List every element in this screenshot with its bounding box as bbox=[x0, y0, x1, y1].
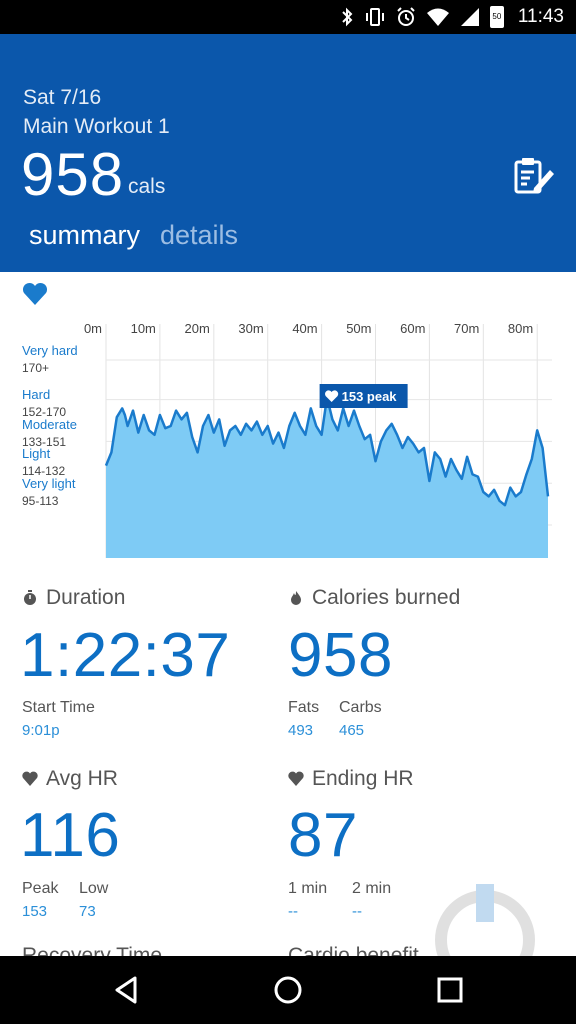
ending-hr-value: 87 bbox=[288, 801, 358, 870]
alarm-icon bbox=[397, 7, 415, 26]
two-min-value: -- bbox=[352, 903, 362, 920]
avg-hr-value: 116 bbox=[20, 801, 121, 870]
zone-name-label: Very hard bbox=[22, 343, 78, 358]
one-min-label: 1 min bbox=[288, 880, 328, 897]
clipboard-edit-icon[interactable] bbox=[512, 156, 556, 196]
avg-hr-label: Avg HR bbox=[46, 767, 118, 790]
zone-range-label: 152-170 bbox=[22, 405, 66, 419]
ending-hr-section: Ending HR bbox=[288, 767, 414, 791]
carbs-label: Carbs bbox=[339, 699, 382, 716]
workout-name: Main Workout 1 bbox=[23, 115, 170, 138]
x-tick-label: 10m bbox=[131, 321, 156, 336]
tab-details[interactable]: details bbox=[160, 220, 239, 250]
x-tick-label: 70m bbox=[454, 321, 479, 336]
one-min-value: -- bbox=[288, 903, 298, 920]
fats-label: Fats bbox=[288, 699, 320, 716]
navigation-bar bbox=[0, 956, 576, 1024]
heart-icon bbox=[22, 282, 48, 305]
signal-icon bbox=[460, 8, 479, 26]
stopwatch-icon bbox=[24, 590, 36, 605]
flame-icon bbox=[291, 591, 301, 605]
carbs-value: 465 bbox=[339, 722, 365, 739]
avg-hr-title: Avg HR bbox=[22, 767, 118, 791]
bluetooth-icon bbox=[342, 7, 353, 27]
x-tick-label: 60m bbox=[400, 321, 425, 336]
zone-range-label: 114-132 bbox=[22, 464, 65, 478]
ending-hr-title: Ending HR bbox=[288, 767, 414, 791]
calories-total: 958 bbox=[21, 141, 125, 208]
battery-icon: 50 bbox=[489, 6, 504, 28]
x-tick-label: 40m bbox=[292, 321, 317, 336]
calories-section: Calories burned bbox=[288, 586, 460, 610]
x-tick-label: 20m bbox=[185, 321, 210, 336]
peak-label: 153 peak bbox=[342, 389, 398, 404]
workout-date: Sat 7/16 bbox=[23, 86, 102, 109]
heart-icon bbox=[22, 771, 38, 786]
peak-label: Peak bbox=[22, 880, 59, 897]
calories-unit: cals bbox=[128, 175, 166, 198]
low-label: Low bbox=[79, 880, 109, 897]
zone-range-label: 95-113 bbox=[22, 494, 59, 508]
wifi-icon bbox=[426, 8, 449, 26]
zone-name-label: Light bbox=[22, 446, 51, 461]
heart-rate-chart: 0m 10m 20m 30m 40m 50m 60m 70m 80m Very hard 170+ H… bbox=[0, 310, 576, 570]
calories-label: Calories burned bbox=[312, 586, 461, 609]
calories-title: Calories burned bbox=[288, 586, 460, 610]
x-tick-label: 30m bbox=[238, 321, 263, 336]
zone-range-label: 133-151 bbox=[22, 435, 66, 449]
duration-section: Duration bbox=[22, 586, 125, 610]
zone-range-label: 170+ bbox=[22, 361, 49, 375]
zone-name-label: Moderate bbox=[22, 417, 77, 432]
status-bar: 50 11:43 bbox=[0, 0, 576, 34]
low-value: 73 bbox=[79, 903, 96, 920]
calories-value: 958 bbox=[288, 621, 393, 690]
x-tick-label: 0m bbox=[84, 321, 102, 336]
zone-name-label: Hard bbox=[22, 387, 50, 402]
heart-rate-area bbox=[106, 397, 548, 558]
zone-name-label: Very light bbox=[22, 476, 76, 491]
back-icon[interactable] bbox=[111, 974, 143, 1006]
avg-hr-section: Avg HR bbox=[22, 767, 118, 791]
status-time: 11:43 bbox=[517, 6, 564, 27]
x-tick-label: 50m bbox=[346, 321, 371, 336]
peak-value: 153 bbox=[22, 903, 48, 920]
fats-value: 493 bbox=[288, 722, 314, 739]
peak-heart-icon bbox=[325, 390, 339, 402]
tab-summary[interactable]: summary bbox=[29, 220, 141, 250]
duration-label: Duration bbox=[46, 586, 126, 609]
ending-hr-label: Ending HR bbox=[312, 767, 414, 790]
recents-icon[interactable] bbox=[434, 974, 466, 1006]
start-time-value: 9:01p bbox=[22, 722, 60, 739]
start-time-label: Start Time bbox=[22, 699, 95, 716]
duration-value: 1:22:37 bbox=[20, 621, 231, 690]
heart-rate-line bbox=[104, 396, 550, 507]
vibrate-icon bbox=[365, 8, 384, 26]
workout-header: Sat 7/16 Main Workout 1 958 cals summary… bbox=[0, 34, 576, 272]
duration-title: Duration bbox=[22, 586, 125, 610]
x-tick-label: 80m bbox=[508, 321, 533, 336]
two-min-label: 2 min bbox=[352, 880, 392, 897]
heart-rate-chart-svg: 0m 10m 20m 30m 40m 50m 60m 70m 80m Very hard 170+ H… bbox=[22, 321, 552, 558]
home-icon[interactable] bbox=[272, 974, 304, 1006]
heart-icon bbox=[288, 771, 304, 786]
